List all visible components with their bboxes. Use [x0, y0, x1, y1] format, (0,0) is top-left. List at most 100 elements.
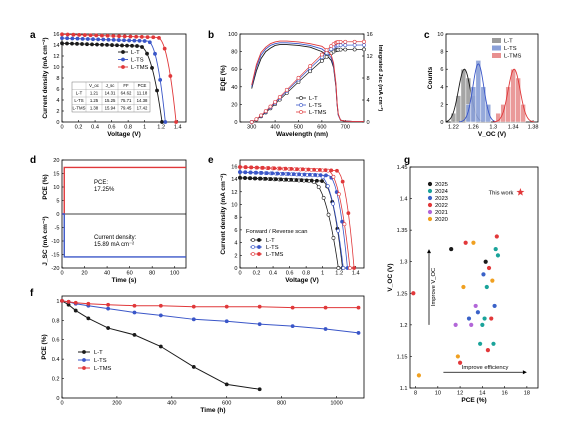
jv-point — [101, 37, 106, 42]
literature-point — [463, 240, 468, 245]
panel-f: 0 200 400 600 800 1000 Time (h) 0 0.2 0.4 0.6 0.8 1 P… — [41, 295, 365, 414]
x-tick-label: 0 — [60, 125, 63, 131]
y-tick-label: 80 — [231, 50, 237, 56]
literature-point — [411, 291, 416, 296]
reverse-scan-point — [329, 168, 334, 173]
literature-point — [478, 341, 483, 346]
literature-point — [490, 278, 495, 283]
y-tick-label: 6 — [234, 228, 237, 234]
y-tick-label: 1 — [56, 299, 59, 305]
x-tick-label: 1.4 — [174, 125, 182, 131]
x-tick-label: 700 — [341, 125, 350, 131]
y-tick-label: -10 — [51, 239, 59, 245]
x-tick-label: 600 — [317, 125, 326, 131]
integrated-jsc-point — [362, 43, 366, 47]
reverse-scan-point — [312, 167, 317, 172]
jv-point — [168, 74, 173, 78]
y-tick-label: 6 — [56, 87, 59, 93]
jsc-value: 15.89 mA cm⁻² — [94, 242, 134, 248]
pce-stability-line — [62, 166, 186, 215]
y-axis-title: PCE (%) — [42, 174, 49, 199]
legend-swatch — [492, 38, 501, 43]
y-tick-label: 20 — [53, 158, 59, 164]
stability-point — [224, 382, 229, 387]
jv-point — [88, 33, 93, 38]
reverse-scan-point — [260, 165, 265, 170]
reverse-scan-point — [309, 178, 314, 183]
reverse-scan-point — [258, 176, 263, 181]
jv-point — [65, 41, 69, 46]
x-tick-label: 1.22 — [448, 125, 459, 131]
forward-scan-point — [342, 222, 347, 227]
jv-point — [95, 42, 99, 47]
y2-tick-label: 0 — [367, 120, 370, 126]
forward-scan-point — [326, 212, 331, 217]
jv-point — [80, 36, 85, 41]
jv-point — [100, 42, 104, 47]
jv-point — [137, 38, 142, 43]
legend-swatch — [492, 45, 501, 51]
jv-point — [105, 33, 110, 38]
x-axis-title: Wavelength (nm) — [276, 131, 328, 138]
jv-point — [91, 37, 95, 42]
table-cell: 14.38 — [137, 98, 148, 103]
literature-point — [492, 303, 497, 309]
integrated-jsc-point — [338, 43, 343, 48]
literature-point — [449, 246, 454, 252]
integrated-jsc-point — [263, 109, 268, 114]
x-tick-label: 400 — [167, 401, 176, 407]
histogram-bar — [485, 104, 492, 123]
y-tick-label: 12 — [53, 54, 59, 60]
legend-label: L-TMS — [131, 65, 149, 71]
jv-point — [75, 41, 79, 46]
x-tick-label: 500 — [294, 125, 303, 131]
jv-point — [65, 32, 70, 37]
y-tick-label: 10 — [437, 32, 443, 38]
jv-point — [106, 37, 111, 42]
jv-point — [132, 38, 137, 43]
integrated-jsc-point — [249, 120, 254, 124]
stability-point — [323, 305, 328, 310]
reverse-scan-point — [259, 170, 264, 175]
stability-point — [158, 303, 163, 308]
y-tick-label: 0 — [234, 120, 237, 126]
y-tick-label: 10 — [53, 65, 59, 71]
y-axis-title: V_OC (V) — [387, 263, 394, 291]
legend-marker — [121, 65, 125, 69]
reverse-scan-point — [318, 173, 323, 178]
x-axis-title: Voltage (V) — [107, 131, 140, 138]
jv-point — [111, 38, 116, 42]
stability-point — [132, 303, 137, 308]
jv-point — [155, 88, 159, 93]
panel-label-c: c — [424, 30, 430, 41]
y-tick-label: 0 — [440, 120, 443, 126]
legend-title: Forward / Reverse scan — [246, 229, 308, 235]
literature-point — [481, 272, 486, 277]
legend-label: L-TS — [131, 58, 144, 64]
legend-dot — [427, 216, 433, 222]
y2-axis-title: Integrated Jsc (mA cm⁻²) — [377, 45, 384, 112]
improve-voc-label: Improve V_OC — [431, 268, 437, 306]
y-tick-label: 0.8 — [52, 318, 60, 324]
legend-marker — [251, 238, 255, 242]
jv-point — [153, 51, 157, 56]
legend-marker — [257, 238, 261, 242]
x-tick-label: 0.8 — [302, 271, 310, 277]
legend-marker — [299, 110, 303, 114]
integrated-jsc-point — [284, 87, 289, 92]
reverse-scan-point — [243, 170, 248, 175]
legend-marker — [121, 50, 125, 54]
x-tick-label: 1 — [321, 271, 324, 277]
stability-point — [191, 365, 196, 369]
reverse-scan-point — [295, 167, 299, 171]
reverse-scan-point — [238, 175, 242, 180]
forward-scan-point — [337, 192, 341, 197]
literature-point — [461, 284, 466, 290]
y-axis-title: Current density (mA cm⁻²) — [42, 37, 49, 118]
legend-marker — [251, 245, 255, 249]
legend-marker — [299, 103, 303, 107]
panel-c: 1.22 1.26 1.3 1.34 1.38 V_OC (V) 0 2 4 6 8 10 Counts… — [427, 32, 538, 138]
y2-tick-label: 16 — [367, 32, 373, 38]
